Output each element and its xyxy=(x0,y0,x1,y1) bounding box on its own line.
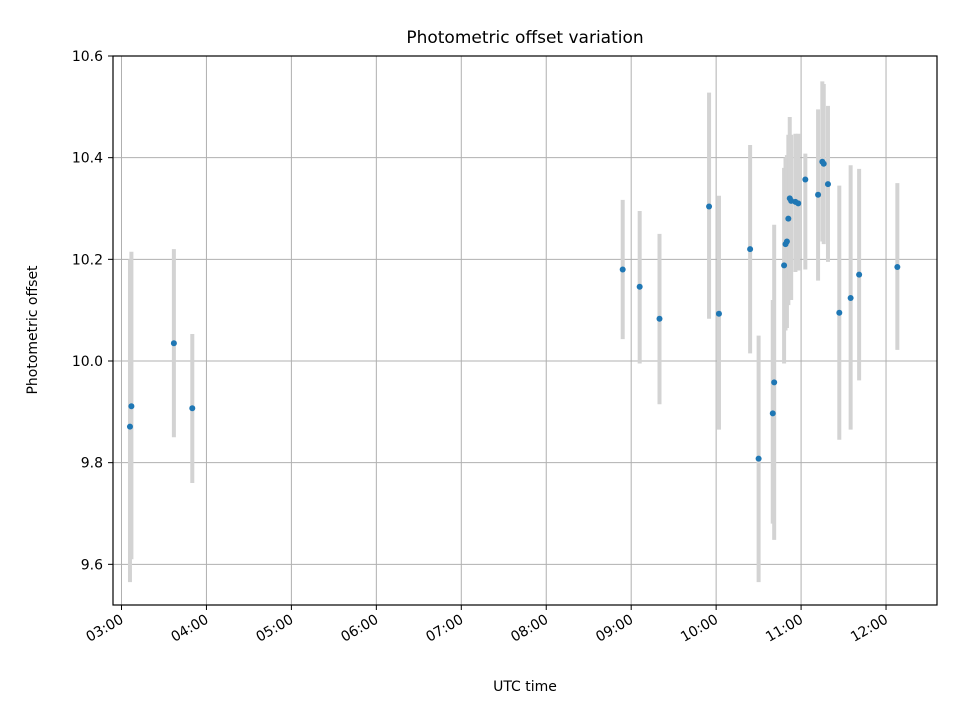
data-point xyxy=(755,455,762,462)
data-point xyxy=(769,410,776,417)
data-point xyxy=(747,246,754,253)
data-point xyxy=(856,271,863,278)
data-point xyxy=(815,191,822,198)
data-point xyxy=(706,203,713,210)
y-tick-label: 9.8 xyxy=(81,456,103,472)
data-point xyxy=(619,266,626,273)
data-point xyxy=(189,405,196,412)
data-points xyxy=(126,158,901,462)
data-point xyxy=(795,200,802,207)
data-point xyxy=(894,263,901,270)
y-tick-label: 10.4 xyxy=(72,151,103,167)
data-point xyxy=(820,160,827,167)
data-point xyxy=(783,238,790,245)
y-tick-label: 10.0 xyxy=(72,354,103,370)
data-point xyxy=(824,181,831,188)
data-point xyxy=(636,283,643,290)
data-point xyxy=(126,423,133,430)
plot-frame xyxy=(112,55,938,606)
data-point xyxy=(836,309,843,316)
data-point xyxy=(785,215,792,222)
data-point xyxy=(656,315,663,322)
data-point xyxy=(847,294,854,301)
data-point xyxy=(781,262,788,269)
data-point xyxy=(715,310,722,317)
data-point xyxy=(771,379,778,386)
y-tick-label: 10.2 xyxy=(72,252,103,268)
y-tick-label: 10.6 xyxy=(72,49,103,65)
data-point xyxy=(802,176,809,183)
y-tick-label: 9.6 xyxy=(81,557,103,573)
x-axis-label: UTC time xyxy=(493,679,557,695)
data-point xyxy=(170,340,177,347)
chart-title: Photometric offset variation xyxy=(406,28,643,48)
y-axis-label: Photometric offset xyxy=(25,265,41,395)
data-point xyxy=(128,403,135,410)
